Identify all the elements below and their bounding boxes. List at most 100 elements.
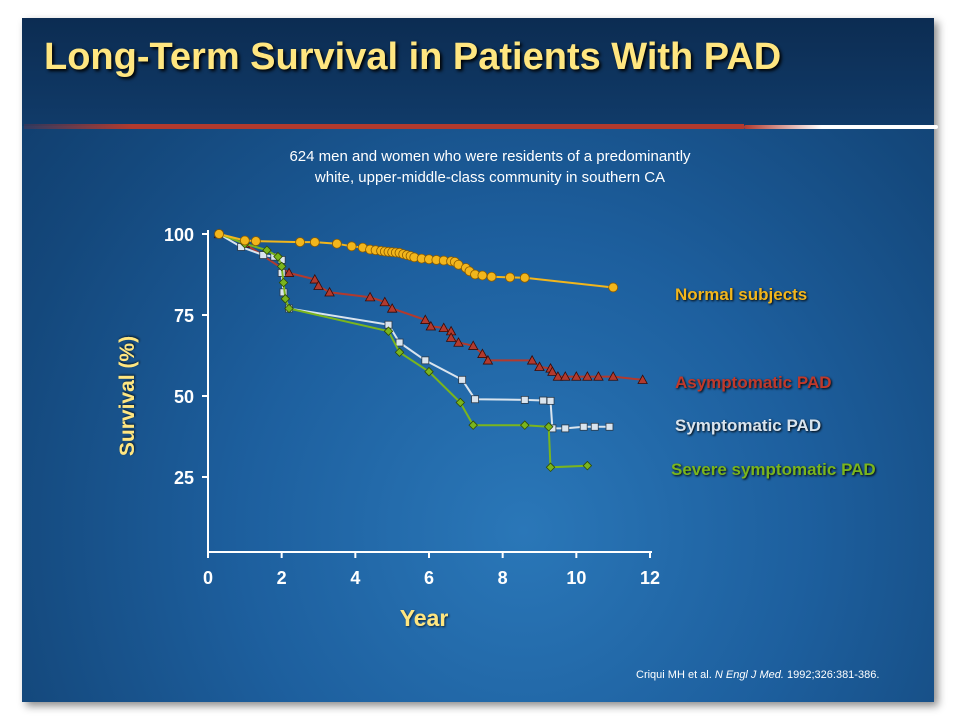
data-point <box>332 238 342 249</box>
data-point <box>458 375 467 384</box>
x-tick-label: 10 <box>566 568 586 588</box>
citation-details: 1992;326:381-386. <box>783 669 880 681</box>
data-point <box>284 303 294 314</box>
data-point <box>421 356 430 365</box>
title-band <box>22 18 934 126</box>
x-tick-label: 2 <box>277 568 287 588</box>
x-tick-label: 12 <box>640 568 660 588</box>
study-description: 624 men and women who were residents of … <box>180 146 800 188</box>
data-point <box>520 395 529 404</box>
data-point <box>571 371 582 381</box>
data-point <box>295 237 305 248</box>
data-point <box>468 420 478 430</box>
data-point <box>425 320 437 331</box>
legend-asymptomatic-pad: Asymptomatic PAD <box>675 373 832 392</box>
citation: Criqui MH et al. N Engl J Med. 1992;326:… <box>636 669 879 681</box>
data-point <box>545 462 556 473</box>
y-tick-label: 100 <box>164 225 194 245</box>
study-description-line-2: white, upper-middle-class community in s… <box>314 169 666 186</box>
citation-journal: N Engl J Med. <box>714 669 784 681</box>
data-point <box>424 366 434 377</box>
data-point <box>486 271 497 282</box>
data-point <box>519 272 530 283</box>
data-point <box>383 326 394 336</box>
data-point <box>394 347 405 358</box>
data-point <box>280 294 291 304</box>
data-point <box>273 251 283 262</box>
data-point <box>250 236 261 247</box>
data-point <box>552 371 564 381</box>
data-point <box>324 286 335 297</box>
title-rule-red <box>24 124 744 129</box>
data-point <box>276 261 287 272</box>
title-rule-white <box>744 125 938 129</box>
data-point <box>505 272 515 283</box>
series-asymptomatic-pad <box>213 228 648 384</box>
data-point <box>582 460 593 471</box>
data-point <box>579 422 588 431</box>
series-severe-symptomatic-pad <box>214 229 593 473</box>
data-point <box>420 314 431 324</box>
data-point <box>262 245 272 255</box>
chart-series <box>213 228 648 473</box>
y-tick-label: 75 <box>174 306 194 326</box>
data-point <box>477 348 488 358</box>
data-point <box>561 424 570 433</box>
data-point <box>543 422 554 432</box>
data-point <box>534 361 545 371</box>
slide-title: Long-Term Survival in Patients With PAD <box>44 36 782 78</box>
data-point <box>278 277 289 288</box>
y-axis-label: Survival (%) <box>116 336 139 456</box>
data-point <box>593 371 604 381</box>
x-axis-label: Year <box>400 605 449 631</box>
data-point <box>520 420 530 430</box>
data-point <box>477 270 488 281</box>
series-line <box>218 233 588 469</box>
x-tick-label: 4 <box>350 568 360 588</box>
data-point <box>560 371 571 381</box>
data-point <box>346 241 357 252</box>
data-point <box>445 332 457 342</box>
data-point <box>539 396 548 405</box>
data-point <box>526 354 538 365</box>
data-point <box>283 267 295 277</box>
data-point <box>313 280 324 290</box>
data-point <box>386 303 398 313</box>
citation-authors: Criqui MH et al. <box>636 669 715 681</box>
data-point <box>259 251 268 259</box>
data-point <box>482 354 494 365</box>
data-point <box>453 337 464 347</box>
data-point <box>309 273 321 284</box>
legend-symptomatic-pad: Symptomatic PAD <box>675 416 822 435</box>
legend-normal-subjects: Normal subjects <box>675 285 808 304</box>
legend-severe-symptomatic-pad: Severe symptomatic PAD <box>671 460 876 479</box>
x-tick-label: 0 <box>203 568 213 588</box>
study-description-line-1: 624 men and women who were residents of … <box>289 148 691 165</box>
data-point <box>364 291 376 302</box>
slide-panel <box>22 18 934 702</box>
data-point <box>471 395 479 404</box>
data-point <box>637 374 648 384</box>
y-tick-label: 25 <box>174 468 194 488</box>
data-point <box>590 422 599 431</box>
data-point <box>546 396 555 405</box>
data-point <box>214 229 224 239</box>
data-point <box>605 422 614 431</box>
data-point <box>608 282 619 293</box>
x-tick-label: 6 <box>424 568 434 588</box>
data-point <box>395 338 404 347</box>
y-tick-label: 50 <box>174 387 194 407</box>
data-point <box>455 397 466 408</box>
data-point <box>239 235 250 246</box>
data-point <box>467 340 479 350</box>
data-point <box>547 366 558 376</box>
data-point <box>379 296 391 307</box>
data-point <box>438 322 450 333</box>
data-point <box>607 371 619 381</box>
x-tick-label: 8 <box>498 568 508 588</box>
series-normal-subjects <box>214 229 619 293</box>
data-point <box>309 237 320 248</box>
data-point <box>582 371 593 381</box>
